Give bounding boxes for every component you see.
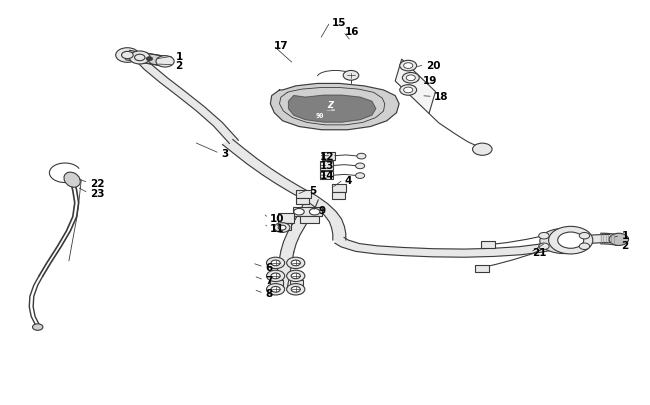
Circle shape [266, 271, 285, 282]
Text: 90: 90 [315, 113, 324, 119]
Polygon shape [278, 224, 291, 231]
Circle shape [400, 61, 417, 72]
Circle shape [146, 58, 153, 62]
Circle shape [404, 64, 413, 69]
Text: 19: 19 [422, 76, 437, 86]
Text: 2: 2 [176, 61, 183, 70]
Text: 12: 12 [320, 151, 334, 161]
Circle shape [549, 227, 593, 254]
Polygon shape [332, 193, 344, 199]
Text: 15: 15 [332, 18, 346, 28]
Text: 8: 8 [265, 289, 272, 298]
Polygon shape [278, 214, 294, 224]
Polygon shape [474, 265, 489, 272]
Circle shape [558, 232, 584, 249]
Circle shape [404, 88, 413, 94]
Polygon shape [300, 217, 318, 224]
Circle shape [406, 76, 415, 81]
Text: 4: 4 [344, 175, 352, 185]
Circle shape [579, 243, 590, 250]
Circle shape [287, 284, 305, 295]
Text: 22: 22 [90, 178, 104, 188]
Text: 6: 6 [265, 262, 272, 272]
Circle shape [291, 273, 300, 279]
Text: Z: Z [327, 101, 333, 110]
Polygon shape [290, 280, 303, 292]
Polygon shape [307, 196, 346, 241]
Polygon shape [601, 234, 618, 245]
Polygon shape [332, 184, 346, 193]
Polygon shape [289, 96, 376, 123]
Circle shape [356, 164, 365, 169]
Polygon shape [270, 84, 399, 130]
Circle shape [32, 324, 43, 330]
Circle shape [357, 154, 366, 160]
Text: 10: 10 [270, 214, 284, 224]
Polygon shape [296, 190, 311, 198]
Circle shape [266, 284, 285, 295]
Circle shape [135, 55, 145, 62]
Text: 14: 14 [320, 171, 335, 181]
Text: 21: 21 [532, 248, 546, 258]
Polygon shape [551, 235, 610, 250]
Text: 11: 11 [270, 224, 284, 233]
Circle shape [278, 226, 286, 230]
Circle shape [156, 57, 174, 68]
Polygon shape [320, 172, 333, 180]
Circle shape [356, 173, 365, 179]
Polygon shape [322, 152, 335, 160]
Circle shape [291, 260, 300, 266]
Polygon shape [281, 198, 318, 253]
Circle shape [271, 287, 280, 292]
Text: 17: 17 [274, 41, 289, 51]
Polygon shape [481, 241, 495, 249]
Circle shape [579, 233, 590, 239]
Ellipse shape [540, 229, 589, 254]
Circle shape [271, 260, 280, 266]
Text: 1: 1 [621, 231, 629, 241]
Polygon shape [292, 207, 322, 217]
Circle shape [271, 273, 280, 279]
Text: 16: 16 [344, 28, 359, 37]
Circle shape [274, 223, 290, 233]
Text: 2: 2 [621, 241, 629, 250]
Circle shape [343, 71, 359, 81]
Polygon shape [125, 51, 167, 67]
Text: 5: 5 [309, 185, 316, 195]
Text: 23: 23 [90, 189, 104, 198]
Circle shape [294, 209, 304, 215]
Circle shape [287, 258, 305, 269]
Polygon shape [320, 162, 333, 170]
Circle shape [291, 287, 300, 292]
Polygon shape [274, 252, 294, 288]
Polygon shape [222, 140, 317, 202]
Circle shape [116, 49, 139, 63]
Ellipse shape [64, 173, 81, 188]
Circle shape [400, 85, 417, 96]
Circle shape [539, 233, 549, 239]
Circle shape [609, 234, 629, 246]
Circle shape [473, 144, 492, 156]
Text: 20: 20 [426, 61, 440, 70]
Polygon shape [395, 60, 436, 114]
Circle shape [539, 243, 549, 250]
Polygon shape [270, 280, 283, 292]
Circle shape [309, 209, 320, 215]
Text: 13: 13 [320, 161, 334, 171]
Text: 3: 3 [221, 149, 228, 159]
Circle shape [266, 258, 285, 269]
Text: 1: 1 [176, 52, 183, 62]
Circle shape [287, 271, 305, 282]
Text: 9: 9 [318, 206, 326, 215]
Circle shape [402, 73, 419, 84]
Circle shape [129, 52, 150, 65]
Text: 7: 7 [265, 275, 272, 285]
Text: 18: 18 [434, 92, 448, 102]
Circle shape [122, 52, 133, 60]
Polygon shape [135, 58, 239, 144]
Polygon shape [296, 198, 309, 205]
Text: ~≈: ~≈ [325, 108, 335, 113]
Polygon shape [335, 238, 554, 258]
